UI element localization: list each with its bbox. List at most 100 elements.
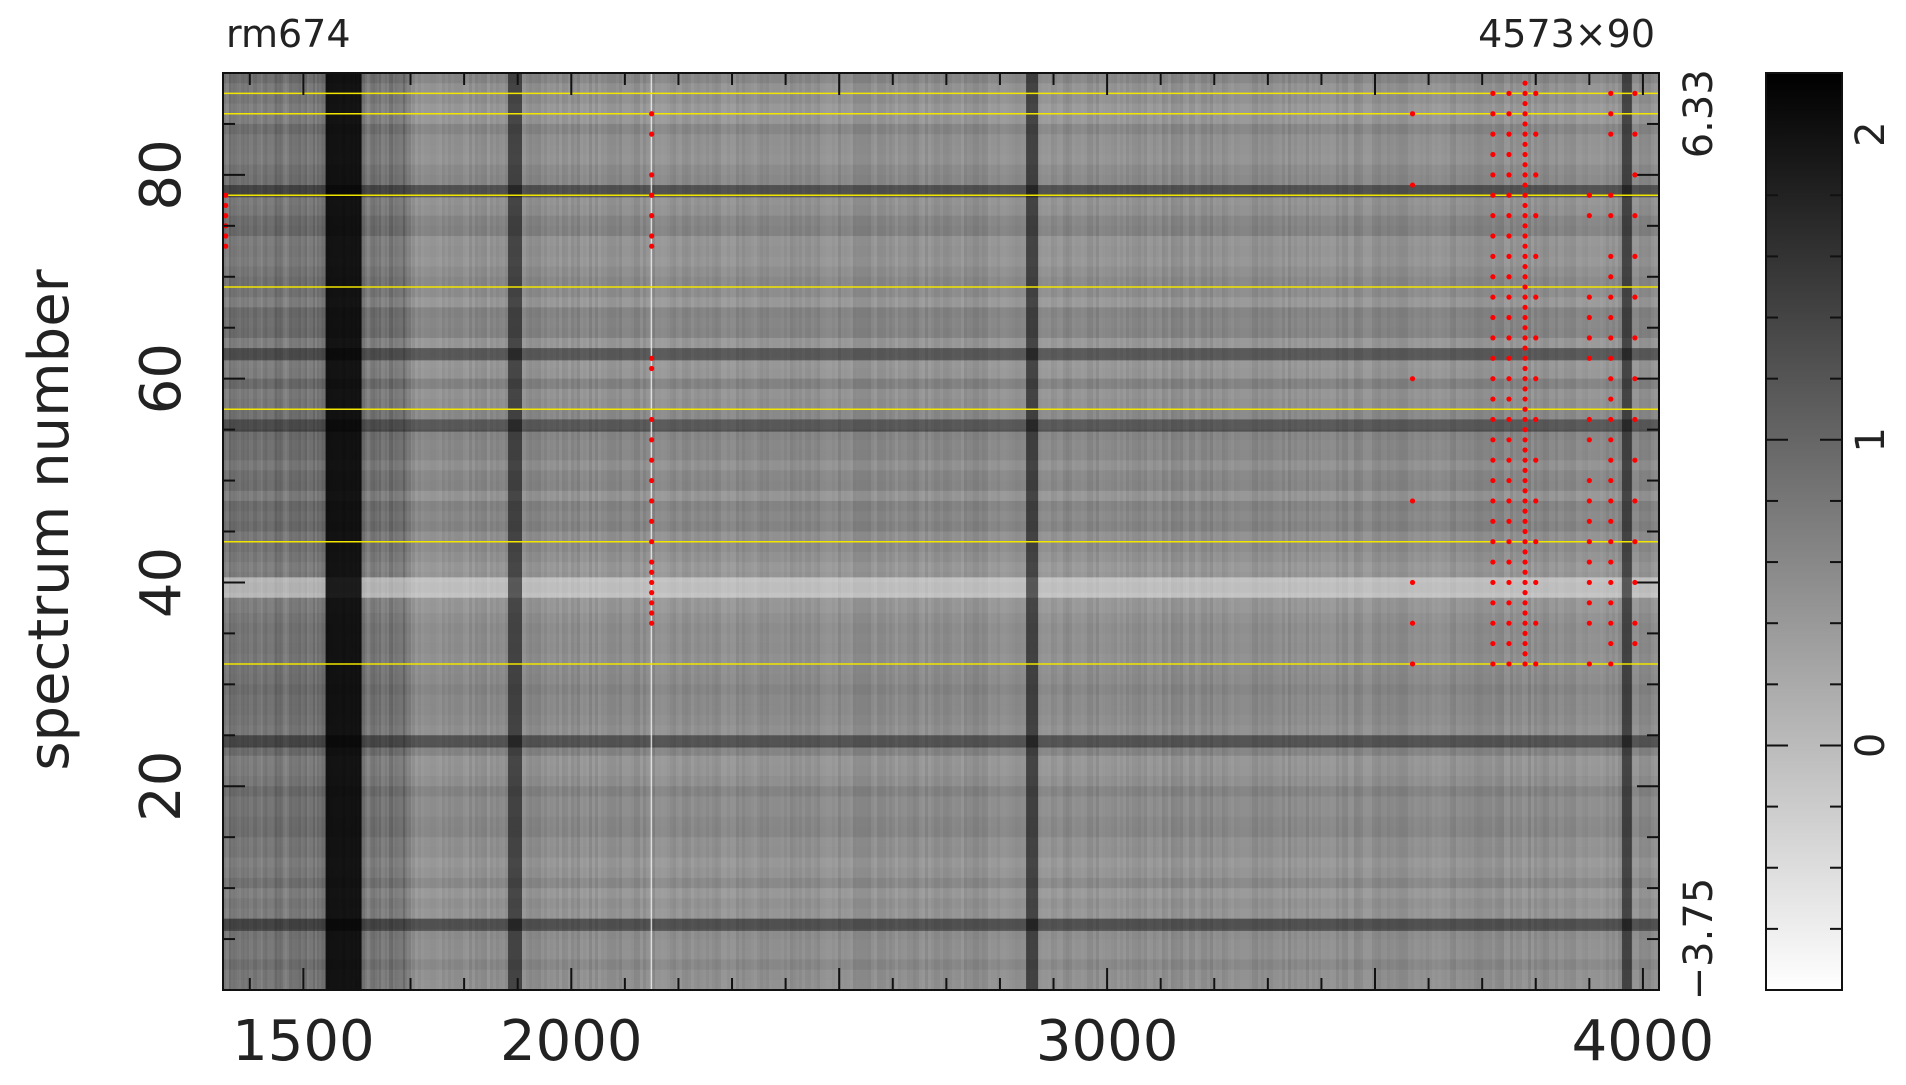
texture-column bbox=[991, 73, 994, 990]
texture-column bbox=[1096, 73, 1099, 990]
texture-column bbox=[1444, 73, 1447, 990]
dark-column bbox=[325, 73, 362, 990]
masked-point bbox=[1522, 80, 1528, 86]
texture-column bbox=[427, 73, 430, 990]
masked-point bbox=[1522, 172, 1528, 178]
row-band bbox=[223, 714, 1659, 726]
texture-column bbox=[1510, 73, 1513, 990]
masked-point bbox=[1608, 437, 1614, 443]
masked-point bbox=[649, 518, 655, 524]
texture-column bbox=[1558, 73, 1561, 990]
texture-column bbox=[281, 73, 283, 990]
masked-point bbox=[1490, 416, 1496, 423]
masked-point bbox=[649, 477, 655, 484]
row-band bbox=[223, 613, 1659, 624]
row-band bbox=[223, 888, 1659, 899]
row-band bbox=[223, 511, 1659, 522]
row-band bbox=[223, 684, 1659, 695]
texture-column bbox=[305, 73, 307, 990]
texture-column bbox=[1141, 73, 1144, 990]
texture-column bbox=[253, 73, 255, 990]
texture-column bbox=[1609, 73, 1612, 990]
texture-column bbox=[310, 73, 313, 990]
texture-column bbox=[379, 73, 381, 990]
texture-column bbox=[377, 73, 379, 990]
texture-column bbox=[1288, 73, 1291, 990]
texture-column bbox=[313, 73, 315, 990]
texture-column bbox=[289, 73, 291, 990]
texture-column bbox=[874, 73, 877, 990]
masked-point bbox=[1608, 661, 1614, 667]
texture-column bbox=[409, 73, 411, 990]
texture-column bbox=[397, 73, 400, 990]
texture-column bbox=[373, 73, 375, 990]
x-axis-ticks bbox=[248, 73, 1644, 990]
texture-column bbox=[1204, 73, 1207, 990]
masked-point bbox=[1490, 640, 1496, 647]
texture-column bbox=[1135, 73, 1138, 990]
texture-column bbox=[295, 73, 298, 990]
texture-column bbox=[1618, 73, 1621, 990]
masked-point bbox=[1522, 396, 1528, 402]
dark-column bbox=[508, 73, 523, 990]
masked-point bbox=[1506, 437, 1512, 443]
row-band bbox=[223, 337, 1659, 349]
masked-point bbox=[1506, 539, 1512, 545]
texture-column bbox=[919, 73, 922, 990]
texture-column bbox=[277, 73, 280, 990]
texture-column bbox=[1462, 73, 1465, 990]
row-band bbox=[223, 500, 1659, 512]
texture-column bbox=[1432, 73, 1435, 990]
masked-point bbox=[1608, 335, 1614, 341]
texture-column bbox=[766, 73, 769, 990]
texture-column bbox=[1369, 73, 1372, 990]
texture-column bbox=[1333, 73, 1336, 990]
texture-column bbox=[616, 73, 619, 990]
texture-column bbox=[745, 73, 748, 990]
masked-point bbox=[1490, 172, 1496, 178]
texture-column bbox=[736, 73, 739, 990]
texture-column bbox=[1207, 73, 1210, 990]
texture-column bbox=[307, 73, 310, 990]
masked-point bbox=[1490, 111, 1496, 117]
masked-point bbox=[1490, 600, 1496, 606]
row-band bbox=[223, 765, 1659, 777]
texture-column bbox=[622, 73, 625, 990]
texture-column bbox=[268, 73, 271, 990]
masked-point bbox=[1506, 620, 1512, 626]
texture-column bbox=[700, 73, 703, 990]
masked-point bbox=[1522, 141, 1528, 147]
row-band bbox=[223, 969, 1659, 980]
row-band bbox=[223, 348, 1659, 359]
texture-column bbox=[1450, 73, 1453, 990]
masked-point bbox=[1490, 518, 1496, 524]
x-tick-label: 3000 bbox=[1036, 1009, 1179, 1074]
masked-point bbox=[1586, 416, 1592, 423]
masked-point bbox=[1506, 314, 1512, 321]
texture-column bbox=[613, 73, 616, 990]
masked-point bbox=[1632, 90, 1638, 96]
texture-column bbox=[1504, 73, 1507, 990]
masked-point bbox=[1522, 661, 1528, 667]
masked-point bbox=[1608, 253, 1614, 259]
texture-column bbox=[1585, 73, 1588, 990]
texture-column bbox=[1480, 73, 1483, 990]
texture-column bbox=[562, 73, 565, 990]
texture-column bbox=[391, 73, 393, 990]
texture-column bbox=[391, 73, 394, 990]
texture-column bbox=[1447, 73, 1450, 990]
texture-column bbox=[1606, 73, 1609, 990]
texture-column bbox=[1129, 73, 1132, 990]
texture-column bbox=[259, 73, 261, 990]
texture-column bbox=[607, 73, 610, 990]
texture-column bbox=[1069, 73, 1072, 990]
texture-column bbox=[1363, 73, 1366, 990]
texture-column bbox=[406, 73, 409, 990]
texture-column bbox=[1528, 73, 1531, 990]
texture-column bbox=[676, 73, 679, 990]
texture-column bbox=[1090, 73, 1093, 990]
texture-column bbox=[1342, 73, 1345, 990]
texture-column bbox=[922, 73, 925, 990]
texture-column bbox=[643, 73, 646, 990]
texture-column bbox=[283, 73, 285, 990]
